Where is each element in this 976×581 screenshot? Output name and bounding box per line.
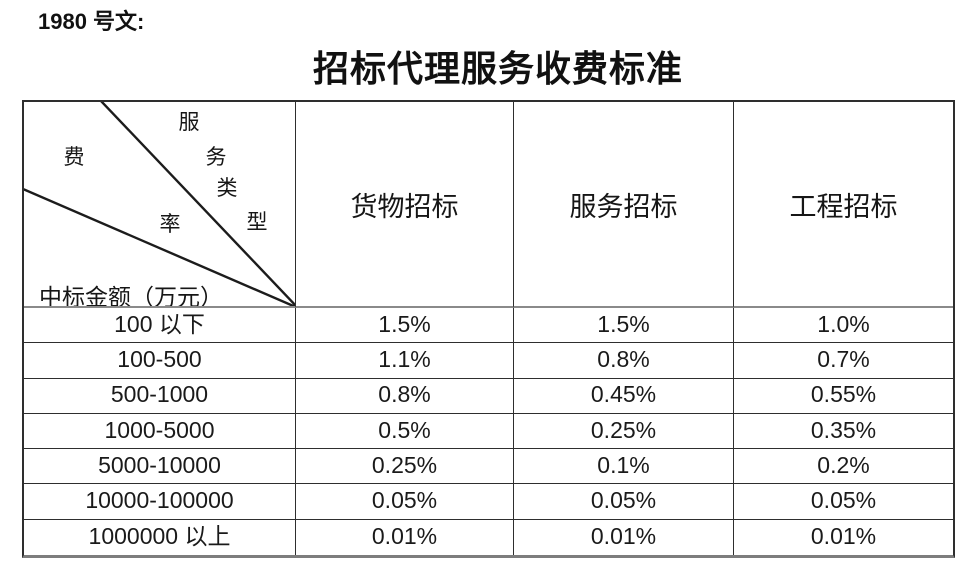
column-header-goods-bidding: 货物招标 <box>296 102 514 308</box>
corner-amount-label: 中标金额（万元） <box>39 285 223 308</box>
fee-value: 0.01% <box>590 522 657 549</box>
fee-value: 1.1% <box>378 345 431 372</box>
fee-value: 0.05% <box>590 487 657 514</box>
fee-standard-table: 服 务 类 型 费 率 中标金额（万元） 货物招标 服务招标 工程招标 100 … <box>22 100 955 559</box>
row-value-cell: 0.45% <box>514 378 734 414</box>
service-type-char-4: 型 <box>246 210 268 234</box>
row-value-cell: 0.05% <box>514 484 734 520</box>
row-range-label: 1000000 以上 <box>88 522 231 549</box>
fee-value: 0.01% <box>810 522 877 549</box>
fee-value: 1.5% <box>597 310 650 337</box>
fee-value: 0.8% <box>378 381 431 408</box>
row-range-label: 1000-5000 <box>104 416 215 443</box>
fee-rate-char-2: 率 <box>159 212 181 236</box>
page-title: 招标代理服务收费标准 <box>312 49 683 89</box>
row-range-cell: 100-500 <box>24 343 296 379</box>
fee-rate-char-1: 费 <box>63 145 85 169</box>
row-value-cell: 0.01% <box>514 519 734 556</box>
row-value-cell: 1.1% <box>296 343 514 379</box>
diagonal-divider-lines <box>24 102 295 306</box>
column-header-works-bidding: 工程招标 <box>734 102 953 308</box>
fee-value: 0.55% <box>810 381 877 408</box>
row-value-cell: 0.01% <box>734 520 953 555</box>
service-type-char-3: 类 <box>216 176 238 200</box>
row-value-cell: 0.2% <box>734 449 953 485</box>
row-value-cell: 0.8% <box>296 378 514 414</box>
fee-value: 0.2% <box>817 451 870 478</box>
row-range-cell: 100 以下 <box>24 308 296 344</box>
service-type-char-2: 务 <box>205 145 227 169</box>
row-value-cell: 0.35% <box>734 414 953 450</box>
fee-value: 0.1% <box>597 451 650 478</box>
row-value-cell: 0.01% <box>296 519 514 556</box>
row-value-cell: 0.05% <box>734 484 953 520</box>
fee-value: 0.25% <box>371 451 438 478</box>
fee-value: 0.35% <box>810 416 877 443</box>
fee-value: 0.05% <box>810 487 877 514</box>
row-range-cell: 500-1000 <box>24 378 296 414</box>
row-range-cell: 1000000 以上 <box>24 519 296 556</box>
fee-value: 1.0% <box>817 310 870 337</box>
column-header-service-bidding: 服务招标 <box>514 102 734 308</box>
row-range-label: 500-1000 <box>110 381 209 408</box>
row-value-cell: 0.05% <box>296 484 514 520</box>
fee-value: 0.25% <box>590 416 657 443</box>
row-range-label: 100-500 <box>117 345 202 372</box>
row-value-cell: 1.5% <box>514 308 734 344</box>
row-range-cell: 1000-5000 <box>24 413 296 450</box>
row-value-cell: 0.25% <box>514 413 734 450</box>
row-range-label: 10000-100000 <box>85 487 234 514</box>
fee-value: 0.45% <box>590 381 657 408</box>
doc-ref-number: 1980 号文: <box>38 9 145 34</box>
row-value-cell: 0.5% <box>296 413 514 450</box>
row-range-cell: 5000-10000 <box>24 449 296 485</box>
row-value-cell: 1.0% <box>734 308 953 344</box>
row-value-cell: 0.8% <box>514 343 734 379</box>
row-range-cell: 10000-100000 <box>24 484 296 520</box>
fee-value: 0.01% <box>371 522 438 549</box>
row-value-cell: 0.1% <box>514 449 734 485</box>
row-value-cell: 0.55% <box>734 379 953 414</box>
fee-value: 0.5% <box>378 416 431 443</box>
fee-value: 0.7% <box>817 345 870 372</box>
row-range-label: 5000-10000 <box>98 451 221 478</box>
fee-value: 0.8% <box>597 345 650 372</box>
fee-value: 1.5% <box>378 310 431 337</box>
row-value-cell: 1.5% <box>296 308 514 344</box>
row-range-label: 100 以下 <box>114 310 205 337</box>
table-corner-cell: 服 务 类 型 费 率 中标金额（万元） <box>24 102 296 308</box>
row-value-cell: 0.7% <box>734 343 953 379</box>
row-value-cell: 0.25% <box>296 449 514 485</box>
fee-value: 0.05% <box>371 487 438 514</box>
service-type-char-1: 服 <box>178 110 200 134</box>
